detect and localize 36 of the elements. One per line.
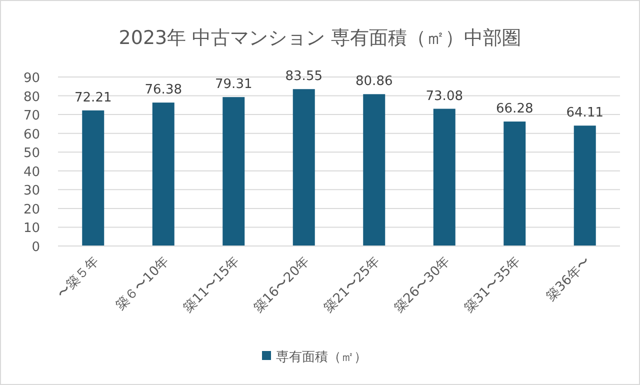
bar (363, 94, 386, 246)
data-label: 64.11 (566, 106, 604, 121)
y-tick-label: 40 (23, 164, 40, 180)
bar (504, 122, 526, 246)
y-tick-label: 80 (23, 90, 40, 105)
x-tick-label: 築16〜20年 (251, 254, 313, 316)
y-tick-label: 90 (23, 71, 40, 86)
data-label: 76.38 (144, 82, 182, 98)
bar (574, 126, 596, 246)
data-label: 72.21 (74, 90, 112, 106)
bar (222, 97, 245, 246)
data-label: 66.28 (496, 102, 534, 117)
x-tick-label: 築21〜25年 (321, 254, 383, 316)
y-tick-label: 0 (32, 240, 40, 255)
legend: 専有面積（㎡） (262, 350, 367, 365)
bar (433, 108, 456, 246)
bar (82, 110, 104, 246)
y-tick-label: 60 (23, 127, 40, 142)
y-tick-label: 70 (23, 108, 40, 124)
x-tick-label: 築31〜35年 (462, 254, 524, 316)
data-label: 73.08 (426, 88, 463, 104)
y-tick-label: 30 (23, 184, 40, 199)
y-tick-label: 10 (23, 221, 40, 236)
x-tick-label: 築36年〜 (544, 254, 594, 304)
bar (152, 102, 174, 246)
data-label: 80.86 (356, 74, 393, 90)
y-tick-label: 50 (23, 146, 40, 162)
x-tick-label: 〜築５年 (54, 254, 102, 302)
x-tick-label: 築11〜15年 (180, 254, 242, 316)
data-label: 79.31 (215, 77, 252, 92)
y-tick-label: 20 (23, 202, 40, 218)
data-label: 83.55 (285, 69, 322, 84)
bar (292, 89, 315, 246)
x-tick-label: 築６〜10年 (113, 254, 172, 314)
chart-title: 2023年 中古マンション 専有面積（㎡）中部圏 (118, 27, 522, 49)
x-tick-label: 築26〜30年 (392, 254, 454, 316)
